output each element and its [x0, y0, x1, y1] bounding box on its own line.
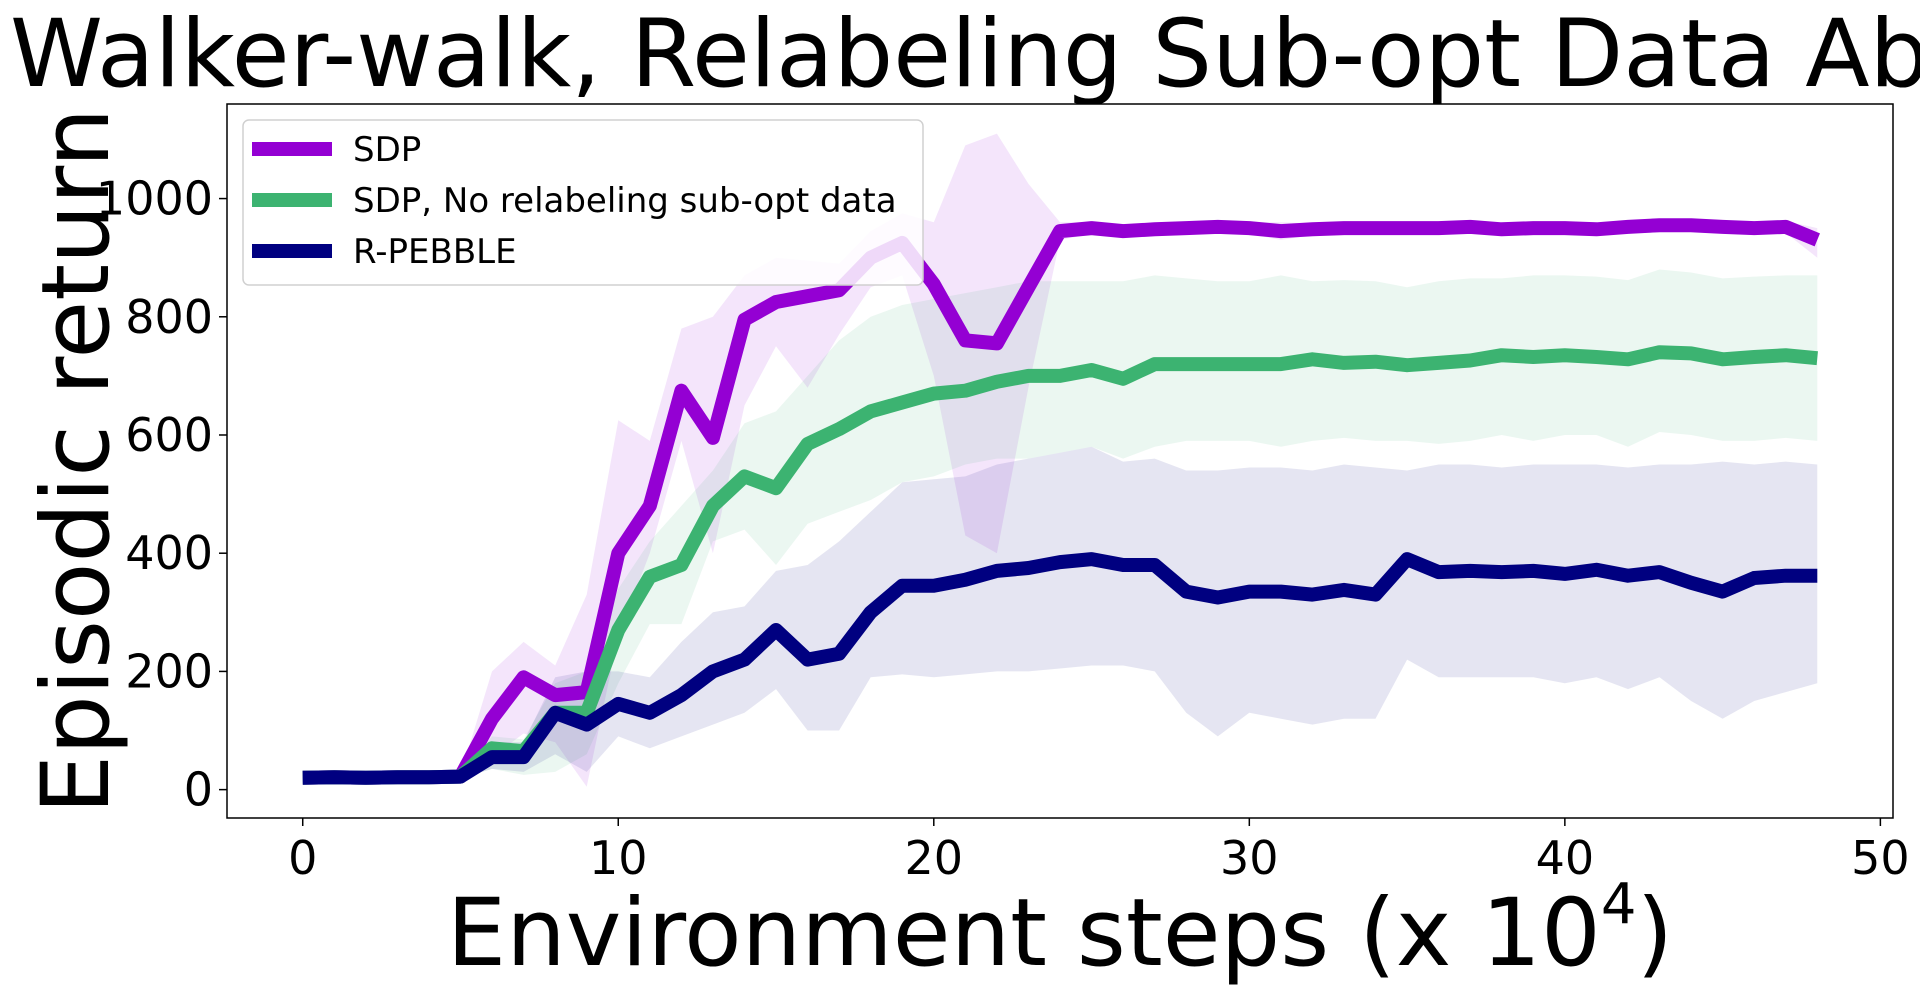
series-lines: [302, 218, 1820, 785]
legend-label-2: R-PEBBLE: [353, 232, 517, 272]
x-tick-label-0: 0: [288, 831, 317, 885]
y-tick-label-800: 800: [125, 290, 213, 344]
x-tick-label-30: 30: [1220, 831, 1279, 885]
band-series-1: [302, 269, 1818, 779]
line-series-0: [302, 218, 1820, 785]
x-tick-label-10: 10: [589, 831, 648, 885]
y-tick-label-1000: 1000: [96, 172, 213, 226]
y-tick-label-200: 200: [125, 644, 213, 698]
legend: SDP SDP, No relabeling sub-opt data R-PEBB…: [242, 119, 924, 286]
x-axis-label-exponent: 4: [1601, 872, 1637, 937]
y-tick-label-600: 600: [125, 408, 213, 462]
y-axis-label: Episodic return: [22, 108, 131, 814]
x-axis-label: Environment steps (x 104): [447, 872, 1673, 988]
x-tick-label-20: 20: [905, 831, 964, 885]
line-series-2: [302, 552, 1818, 785]
plot-frame: [226, 103, 1894, 819]
legend-box: [242, 119, 924, 286]
x-axis-label-close: ): [1637, 879, 1674, 988]
legend-label-1: SDP, No relabeling sub-opt data: [353, 181, 897, 221]
x-tick-label-40: 40: [1536, 831, 1595, 885]
x-tick-label-50: 50: [1851, 831, 1910, 885]
y-tick-label-0: 0: [184, 763, 213, 817]
chart-title: Walker-walk, Relabeling Sub-opt Data Abl…: [10, 0, 1920, 109]
y-tick-label-400: 400: [125, 526, 213, 580]
legend-label-0: SDP: [353, 130, 421, 170]
x-axis-label-main: Environment steps (x 10: [447, 879, 1601, 988]
y-axis-ticks: 0 200 400 600 800 1000: [96, 172, 227, 817]
x-axis-ticks: 0 10 20 30 40 50: [288, 818, 1910, 885]
